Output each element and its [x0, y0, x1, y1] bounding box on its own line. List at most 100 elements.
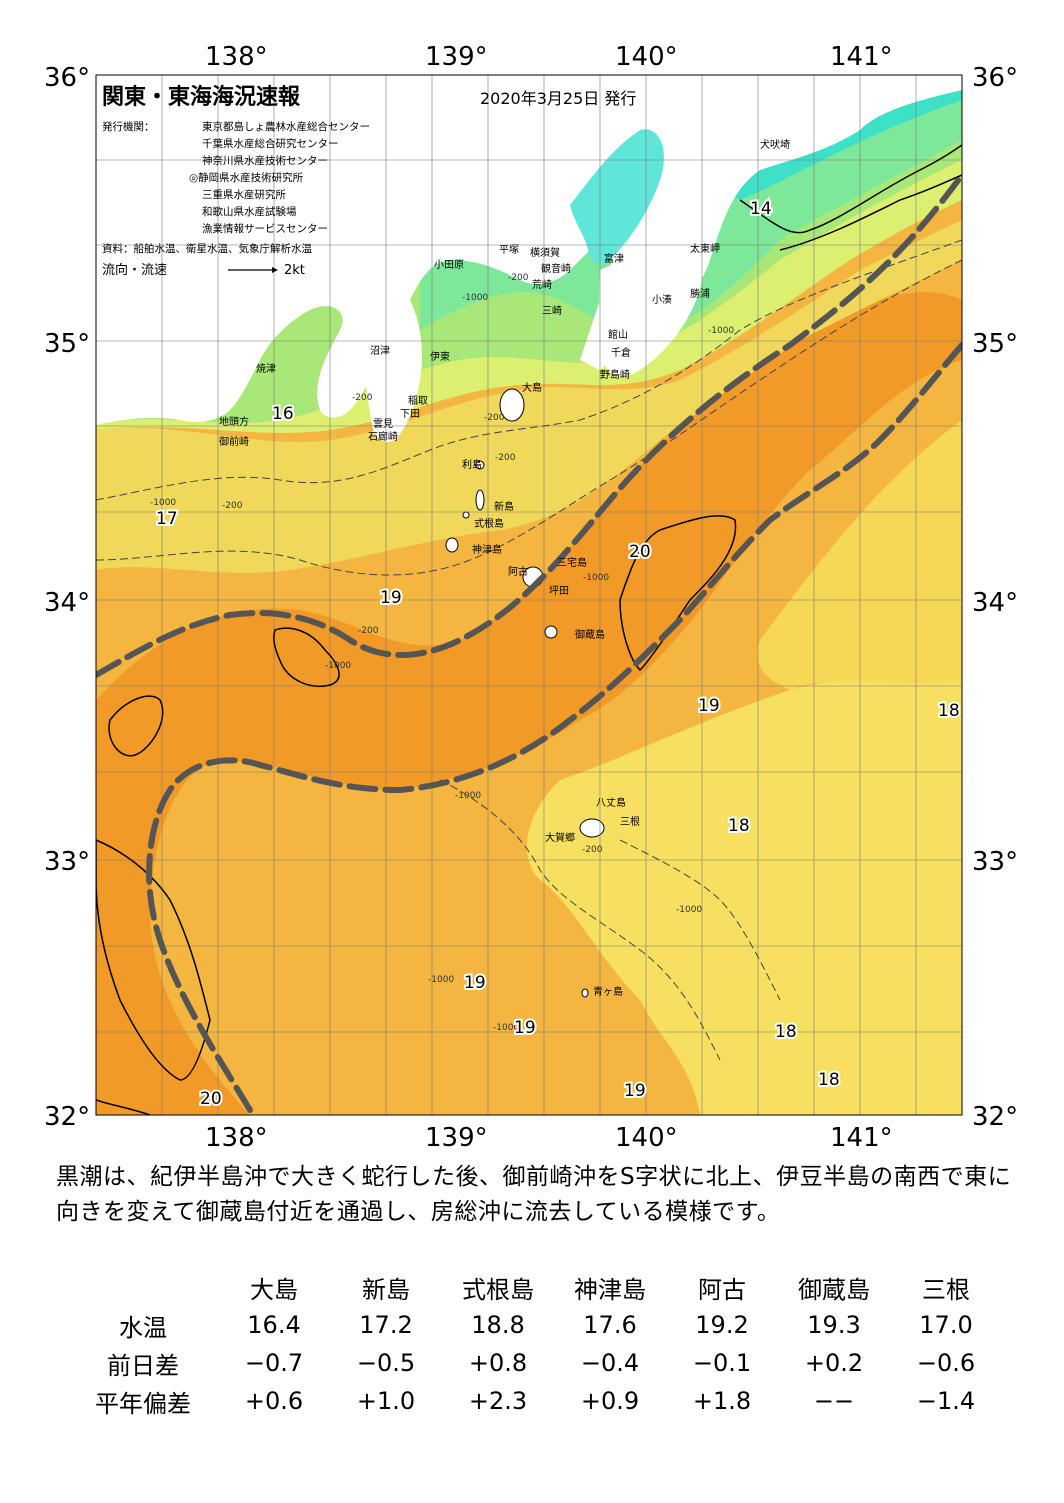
issuers-label: 発行機関： — [102, 120, 155, 133]
lon-label-139-top: 139° — [425, 42, 488, 72]
lat-label-34-right: 34° — [972, 588, 1018, 618]
lat-label-36-right: 36° — [972, 63, 1018, 93]
temp-label: 19 — [698, 696, 720, 716]
table-cell: 19.3 — [807, 1311, 861, 1339]
table-cell: −0.1 — [692, 1349, 752, 1377]
place-inatori: 稲取 — [408, 395, 428, 407]
table-cell: +2.3 — [468, 1387, 528, 1415]
grid — [96, 75, 962, 1115]
table-cell: −0.4 — [580, 1349, 640, 1377]
depth-label: -200 — [495, 453, 516, 463]
temp-label: 20 — [200, 1089, 222, 1109]
lat-labels-left: 36° 35° 34° 33° 32° — [44, 63, 90, 1132]
map-frame — [95, 74, 963, 1116]
izu-peninsula — [360, 296, 422, 442]
mikurajima-island — [544, 625, 558, 639]
temp-label: 17 — [156, 509, 178, 529]
lon-label-138-bottom: 138° — [205, 1123, 268, 1150]
lat-label-33-left: 33° — [44, 847, 90, 877]
isotherms — [96, 144, 962, 1115]
lon-labels-top: 138° 139° 140° 141° — [205, 42, 893, 72]
table-cell: 17.2 — [359, 1311, 413, 1339]
sea-18-zone — [526, 670, 962, 1115]
lon-label-138-top: 138° — [205, 42, 268, 72]
temp-label: 18 — [775, 1022, 797, 1042]
shikinejima-island — [462, 511, 470, 519]
depth-label: -1000 — [150, 498, 176, 508]
place-niijima: 新島 — [494, 500, 514, 513]
sea-20-zone — [96, 292, 962, 1115]
oshima-island — [499, 388, 525, 422]
lat-label-34-left: 34° — [44, 588, 90, 618]
depth-label: -1000 — [455, 791, 481, 801]
place-mikurajima: 御蔵島 — [575, 628, 605, 641]
kuroshio-axis — [96, 172, 962, 1113]
depth-labels: -200 -1000 -1000 -200 -200 -1000 -200 -2… — [150, 273, 734, 1033]
hachijojima-island — [579, 818, 605, 838]
depth-label: -1000 — [493, 1023, 519, 1033]
table-cell: +0.2 — [804, 1349, 864, 1377]
lon-label-141-bottom: 141° — [830, 1123, 893, 1150]
sea-18-zone-north — [757, 420, 962, 690]
table-corner — [68, 1268, 218, 1306]
place-tateyama: 館山 — [608, 328, 628, 341]
table-row: 水温 16.4 17.2 18.8 17.6 19.2 19.3 17.0 — [68, 1306, 1002, 1344]
temp-label: 14 — [750, 199, 772, 219]
map-title: 関東・東海海況速報 — [102, 84, 301, 110]
depth-label: -1000 — [462, 293, 488, 303]
temp-label: 19 — [624, 1081, 646, 1101]
depth-label: -1000 — [428, 975, 454, 985]
depth-label: -200 — [484, 413, 505, 423]
lat-label-33-right: 33° — [972, 847, 1018, 877]
lon-labels-bottom: 138° 139° 140° 141° — [205, 1123, 893, 1153]
issue-date: 2020年3月25日 発行 — [480, 89, 636, 108]
toshima-island — [475, 460, 485, 470]
place-nojimazaki: 野島崎 — [600, 368, 630, 381]
table-header-cell: 新島 — [362, 1275, 410, 1304]
table-header-row: 大島 新島 式根島 神津島 阿古 御蔵島 三根 — [68, 1268, 1002, 1306]
place-inubozaki: 犬吠埼 — [760, 138, 790, 151]
table-row: 前日差 −0.7 −0.5 +0.8 −0.4 −0.1 +0.2 −0.6 — [68, 1344, 1002, 1382]
table-header-cell: 式根島 — [462, 1275, 534, 1304]
boso-peninsula — [599, 245, 702, 377]
depth-label: -200 — [352, 393, 373, 403]
place-shikinejima: 式根島 — [474, 517, 504, 530]
temperature-labels: 14 16 17 19 20 19 19 18 18 19 19 18 18 2… — [154, 197, 962, 1111]
flow-scale: 2kt — [284, 263, 305, 278]
place-irozaki: 石廊崎 — [368, 430, 398, 443]
place-misaki: 三崎 — [542, 304, 562, 317]
row-label: 水温 — [119, 1313, 167, 1342]
table-cell: +0.8 — [468, 1349, 528, 1377]
flow-legend-label: 流向・流速 — [102, 262, 167, 278]
place-araizaki: 荒崎 — [532, 278, 552, 291]
table-cell: 19.2 — [695, 1311, 749, 1339]
place-taitomisaki: 太東岬 — [690, 242, 720, 255]
depth-label: -1000 — [676, 905, 702, 915]
lon-label-140-bottom: 140° — [615, 1123, 678, 1150]
kozushima-island — [445, 537, 459, 553]
table-cell: 18.8 — [471, 1311, 525, 1339]
depth-label: -200 — [508, 273, 529, 283]
honshu-land — [96, 75, 962, 425]
table-cell: +1.0 — [356, 1387, 416, 1415]
temp-label: 20 — [629, 542, 651, 562]
issuer-4: 三重県水産研究所 — [202, 188, 286, 201]
place-miyakejima: 三宅島 — [557, 556, 587, 569]
lat-label-36-left: 36° — [44, 63, 90, 93]
table-cell: −1.4 — [916, 1387, 976, 1415]
table-cell: −0.5 — [356, 1349, 416, 1377]
depth-label: -1000 — [325, 661, 351, 671]
place-chikura: 千倉 — [611, 346, 631, 359]
place-tsubota: 坪田 — [549, 584, 569, 597]
place-aogashima: 青ヶ島 — [593, 985, 623, 998]
lat-label-32-left: 32° — [44, 1102, 90, 1132]
place-odawara: 小田原 — [434, 259, 464, 271]
condition-description: 黒潮は、紀伊半島沖で大きく蛇行した後、御前崎沖をS字状に北上、伊豆半島の南西で東… — [56, 1164, 1012, 1225]
depth-label: -1000 — [583, 573, 609, 583]
place-shimoda: 下田 — [400, 409, 420, 420]
western-land — [96, 384, 130, 420]
map-area — [96, 75, 962, 1115]
table-cell: 17.6 — [583, 1311, 637, 1339]
lat-label-32-right: 32° — [972, 1102, 1018, 1132]
table-cell: 17.0 — [919, 1311, 973, 1339]
